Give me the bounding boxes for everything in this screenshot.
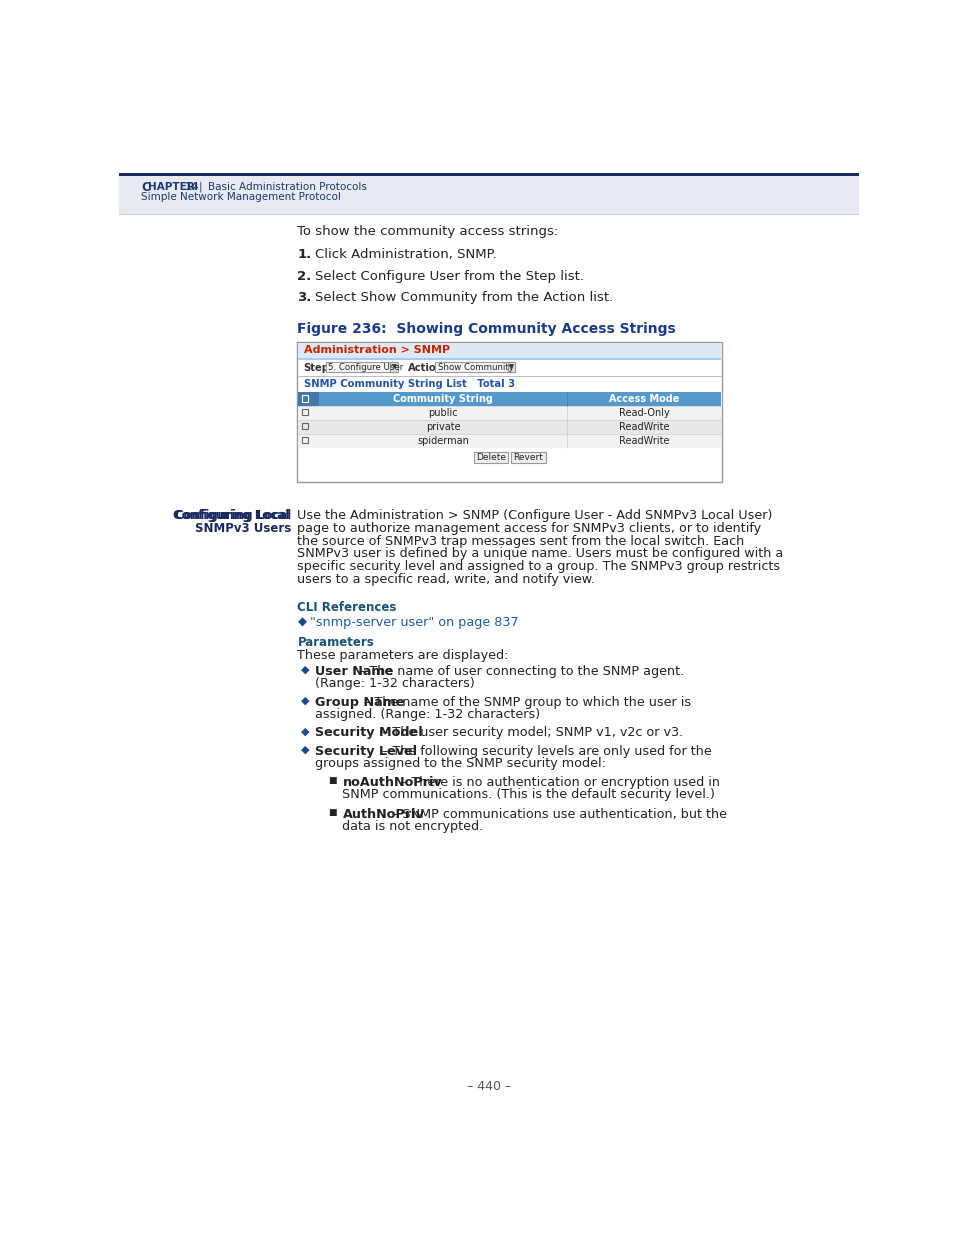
Text: Basic Administration Protocols: Basic Administration Protocols — [208, 182, 367, 191]
Text: AuthNoPriv: AuthNoPriv — [342, 808, 424, 821]
Text: User Name: User Name — [314, 664, 393, 678]
Text: ◆: ◆ — [301, 664, 310, 674]
Text: 14: 14 — [185, 182, 199, 191]
Text: Access Mode: Access Mode — [608, 394, 679, 404]
Text: 5. Configure User: 5. Configure User — [328, 363, 403, 373]
Text: Administration > SNMP: Administration > SNMP — [303, 346, 450, 356]
Bar — [298, 433, 720, 448]
Bar — [298, 420, 720, 433]
Text: – There is no authentication or encryption used in: – There is no authentication or encrypti… — [396, 776, 720, 789]
Bar — [119, 173, 858, 175]
Text: – The following security levels are only used for the: – The following security levels are only… — [377, 745, 711, 758]
Text: C: C — [141, 182, 150, 194]
Text: assigned. (Range: 1-32 characters): assigned. (Range: 1-32 characters) — [314, 708, 539, 721]
Text: Simple Network Management Protocol: Simple Network Management Protocol — [141, 193, 340, 203]
Text: – 440 –: – 440 – — [466, 1079, 511, 1093]
Text: ■: ■ — [328, 808, 336, 818]
Bar — [297, 342, 721, 483]
Text: the source of SNMPv3 trap messages sent from the local switch. Each: the source of SNMPv3 trap messages sent … — [297, 535, 744, 548]
Bar — [298, 343, 720, 358]
Text: 1.: 1. — [297, 248, 312, 262]
Bar — [119, 175, 858, 214]
Text: Figure 236:  Showing Community Access Strings: Figure 236: Showing Community Access Str… — [297, 322, 676, 336]
Text: spiderman: spiderman — [416, 436, 469, 446]
Text: Group Name: Group Name — [314, 695, 404, 709]
Text: HAPTER: HAPTER — [148, 182, 194, 191]
Bar — [298, 406, 720, 420]
Text: CLI References: CLI References — [297, 601, 396, 614]
Text: SNMPv3 user is defined by a unique name. Users must be configured with a: SNMPv3 user is defined by a unique name.… — [297, 547, 783, 561]
Bar — [302, 424, 308, 430]
Text: – The name of user connecting to the SNMP agent.: – The name of user connecting to the SNM… — [355, 664, 684, 678]
Text: 2.: 2. — [297, 270, 312, 283]
Text: – The user security model; SNMP v1, v2c or v3.: – The user security model; SNMP v1, v2c … — [377, 726, 682, 740]
Text: private: private — [425, 422, 460, 432]
Text: Configuring Local: Configuring Local — [174, 509, 291, 522]
Text: Action:: Action: — [408, 363, 448, 373]
Bar — [302, 437, 308, 443]
Text: ▼: ▼ — [392, 364, 396, 369]
Text: ReadWrite: ReadWrite — [618, 422, 669, 432]
Text: Community String: Community String — [393, 394, 493, 404]
Bar — [302, 409, 308, 415]
Bar — [298, 358, 720, 359]
Text: Step:: Step: — [303, 363, 334, 373]
Text: data is not encrypted.: data is not encrypted. — [342, 820, 483, 834]
Text: "snmp-server user" on page 837: "snmp-server user" on page 837 — [310, 615, 518, 629]
Text: Revert: Revert — [513, 453, 543, 462]
Text: ■: ■ — [328, 776, 336, 784]
Text: Select Configure User from the Step list.: Select Configure User from the Step list… — [314, 270, 583, 283]
Text: SNMP Community String List   Total 3: SNMP Community String List Total 3 — [303, 379, 515, 389]
Text: specific security level and assigned to a group. The SNMPv3 group restricts: specific security level and assigned to … — [297, 561, 780, 573]
Text: Show Community: Show Community — [437, 363, 513, 373]
Text: noAuthNoPriv: noAuthNoPriv — [342, 776, 442, 789]
Text: public: public — [428, 408, 457, 419]
Text: ◆: ◆ — [297, 615, 306, 629]
Text: Click Administration, SNMP.: Click Administration, SNMP. — [314, 248, 496, 262]
Text: Select Show Community from the Action list.: Select Show Community from the Action li… — [314, 291, 612, 304]
Text: Use the Administration > SNMP (Configure User - Add SNMPv3 Local User): Use the Administration > SNMP (Configure… — [297, 509, 772, 522]
Text: Read-Only: Read-Only — [618, 408, 669, 419]
Text: ReadWrite: ReadWrite — [618, 436, 669, 446]
Text: |: | — [199, 182, 202, 193]
Text: SNMP communications. (This is the default security level.): SNMP communications. (This is the defaul… — [342, 788, 715, 802]
Text: users to a specific read, write, and notify view.: users to a specific read, write, and not… — [297, 573, 595, 585]
Bar — [119, 148, 858, 173]
Text: ◆: ◆ — [301, 745, 310, 755]
Bar — [507, 362, 515, 372]
Text: ▼: ▼ — [509, 364, 514, 369]
Text: Configuring Local: Configuring Local — [173, 509, 290, 522]
Bar — [474, 452, 508, 463]
Text: These parameters are displayed:: These parameters are displayed: — [297, 650, 509, 662]
Bar — [298, 393, 720, 406]
Bar — [302, 395, 308, 401]
Text: Delete: Delete — [476, 453, 506, 462]
Bar — [435, 362, 513, 372]
Text: Security Level: Security Level — [314, 745, 416, 758]
Text: Parameters: Parameters — [297, 636, 374, 648]
Text: – The name of the SNMP group to which the user is: – The name of the SNMP group to which th… — [359, 695, 690, 709]
Text: To show the community access strings:: To show the community access strings: — [297, 225, 558, 238]
Bar — [326, 362, 395, 372]
Text: SNMPv3 Users: SNMPv3 Users — [194, 521, 291, 535]
Text: (Range: 1-32 characters): (Range: 1-32 characters) — [314, 677, 474, 690]
Bar — [511, 452, 545, 463]
Text: – SNMP communications use authentication, but the: – SNMP communications use authentication… — [387, 808, 726, 821]
Bar — [390, 362, 397, 372]
Text: groups assigned to the SNMP security model:: groups assigned to the SNMP security mod… — [314, 757, 605, 771]
Text: page to authorize management access for SNMPv3 clients, or to identify: page to authorize management access for … — [297, 522, 760, 535]
Text: 3.: 3. — [297, 291, 312, 304]
Text: ◆: ◆ — [301, 726, 310, 736]
Text: Security Model: Security Model — [314, 726, 422, 740]
Text: ◆: ◆ — [301, 695, 310, 705]
Bar — [298, 393, 319, 406]
